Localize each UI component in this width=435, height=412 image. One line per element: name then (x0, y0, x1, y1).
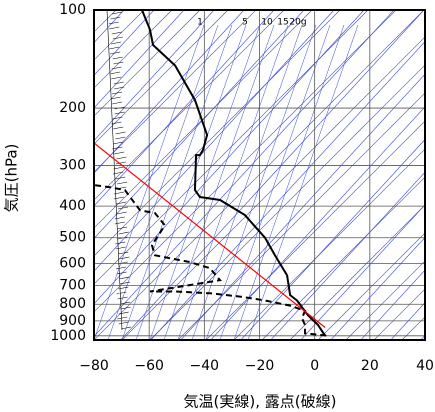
adiabat-line (360, 269, 425, 340)
isotherm-line (205, 120, 425, 340)
adiabat-line (210, 106, 425, 340)
isotherm-line (94, 10, 201, 117)
isotherm-line (401, 316, 425, 340)
y-tick-label: 200 (59, 100, 86, 116)
annotation: 5 (242, 18, 248, 28)
mixing-line (149, 24, 261, 340)
adiabat-line (94, 10, 245, 174)
adiabat-line (94, 10, 215, 142)
y-tick-label: 500 (59, 230, 86, 246)
isotherm-line (94, 10, 285, 201)
y-tick-label: 800 (59, 296, 86, 312)
adiabat-line (120, 10, 425, 340)
mixing-line (121, 24, 233, 340)
x-axis-title: 気温(実線), 露点(破線) (184, 393, 337, 411)
y-axis-title: 気圧(hPa) (3, 144, 21, 213)
y-tick-label: 400 (59, 198, 86, 214)
isotherm-line (94, 10, 313, 229)
isotherm-line (94, 10, 425, 340)
adiabat-line (94, 10, 155, 76)
y-tick-label: 600 (59, 256, 86, 272)
isotherm-line (177, 92, 425, 340)
adiabat-line (420, 334, 425, 340)
profile-line (141, 10, 326, 337)
x-tick-label: −40 (190, 358, 220, 374)
isotherm-line (430, 10, 435, 340)
adiabat-line (94, 10, 275, 207)
adiabat-line (94, 10, 185, 109)
x-tick-label: 40 (416, 358, 434, 374)
annotation: 10 (261, 18, 273, 28)
adiabat-line (180, 73, 425, 340)
x-tick-label: −80 (79, 358, 109, 374)
adiabat-line (94, 10, 305, 239)
mixing-line (177, 24, 289, 340)
y-tick-label: 1000 (50, 328, 86, 344)
adiabat-line (270, 171, 425, 340)
isotherm-line (94, 10, 257, 173)
adiabat-line (240, 139, 425, 340)
plot-area (94, 10, 331, 337)
mixing-line (219, 24, 331, 340)
mixing-line (191, 24, 303, 340)
isotherm-line (345, 260, 425, 340)
mixing-line (247, 24, 359, 340)
adiabat-line (94, 10, 335, 272)
x-tick-label: −60 (134, 358, 164, 374)
profile-line (94, 184, 331, 337)
isotherm-line (233, 148, 425, 340)
annotation: 1 (197, 18, 203, 28)
profile-line (94, 142, 326, 328)
mixing-line (205, 24, 317, 340)
y-tick-label: 900 (59, 313, 86, 329)
adiabat-line (300, 204, 425, 340)
isotherm-line (94, 10, 229, 145)
isotherm-line (94, 10, 369, 285)
mixing-line (135, 24, 247, 340)
x-tick-label: 20 (361, 358, 379, 374)
x-tick-label: 0 (310, 358, 319, 374)
y-tick-label: 300 (59, 157, 86, 173)
adiabat-line (94, 10, 365, 305)
adiabat-line (390, 302, 425, 340)
adiabat-line (150, 41, 425, 340)
mixing-line (233, 24, 345, 340)
plot-frame (93, 9, 426, 341)
wind-barbs (106, 10, 132, 331)
y-tick-label: 700 (59, 277, 86, 293)
mixing-line (163, 24, 275, 340)
y-tick-label: 100 (59, 2, 86, 18)
adiabat-line (330, 236, 425, 340)
isotherm-line (94, 10, 173, 89)
adiabat-line (94, 10, 395, 337)
isotherm-line (94, 10, 341, 257)
annotation: 15 (277, 18, 288, 28)
annotation: 20g (289, 18, 306, 28)
x-tick-label: −20 (245, 358, 275, 374)
